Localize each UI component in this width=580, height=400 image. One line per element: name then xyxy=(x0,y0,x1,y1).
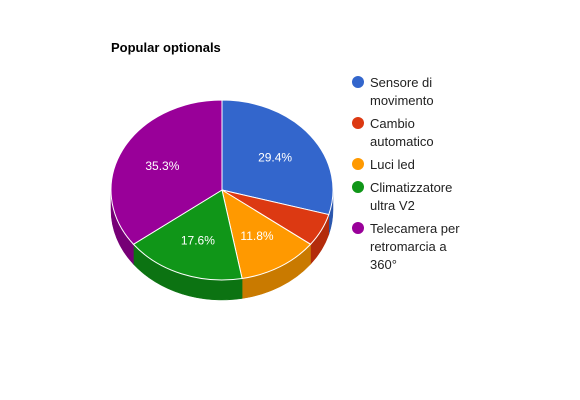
slice-value-label-0: 29.4% xyxy=(258,150,292,164)
legend-label-3-1: ultra V2 xyxy=(370,198,415,213)
pie-slice-0[interactable] xyxy=(221,99,334,216)
legend-item-3[interactable]: Climatizzatore ultra V2 xyxy=(352,180,452,213)
legend-label-4-1: retromarcia a xyxy=(370,239,447,254)
legend-item-4[interactable]: Telecamera per retromarcia a 360° xyxy=(352,221,460,272)
legend-swatch-3 xyxy=(352,181,364,193)
legend-swatch-4 xyxy=(352,222,364,234)
slice-value-label-3: 17.6% xyxy=(181,233,215,247)
pie-slice-2[interactable] xyxy=(221,188,312,280)
pie-slice-3[interactable] xyxy=(132,189,243,281)
legend-label-2-0: Luci led xyxy=(370,157,415,172)
legend-label-3-0: Climatizzatore xyxy=(370,180,452,195)
legend-item-0[interactable]: Sensore di movimento xyxy=(352,75,434,108)
slice-value-label-2: 11.8% xyxy=(240,229,273,243)
pie-slices xyxy=(110,99,334,281)
pie-slice-labels: 29.4% 11.8% 17.6% 35.3% xyxy=(145,150,292,247)
legend-label-1-0: Cambio xyxy=(370,116,415,131)
legend-item-1[interactable]: Cambio automatico xyxy=(352,116,434,149)
legend-label-0-1: movimento xyxy=(370,93,434,108)
chart-title: Popular optionals xyxy=(111,40,221,55)
legend-item-2[interactable]: Luci led xyxy=(352,157,415,172)
legend-label-1-1: automatico xyxy=(370,134,434,149)
pie-slice-4[interactable] xyxy=(110,99,223,245)
legend-label-4-2: 360° xyxy=(370,257,397,272)
legend-swatch-0 xyxy=(352,76,364,88)
chart-legend: Sensore di movimento Cambio automatico Luci … xyxy=(352,75,460,272)
legend-swatch-1 xyxy=(352,117,364,129)
legend-label-4-0: Telecamera per xyxy=(370,221,460,236)
legend-swatch-2 xyxy=(352,158,364,170)
slice-value-label-4: 35.3% xyxy=(145,159,179,173)
legend-label-0-0: Sensore di xyxy=(370,75,432,90)
